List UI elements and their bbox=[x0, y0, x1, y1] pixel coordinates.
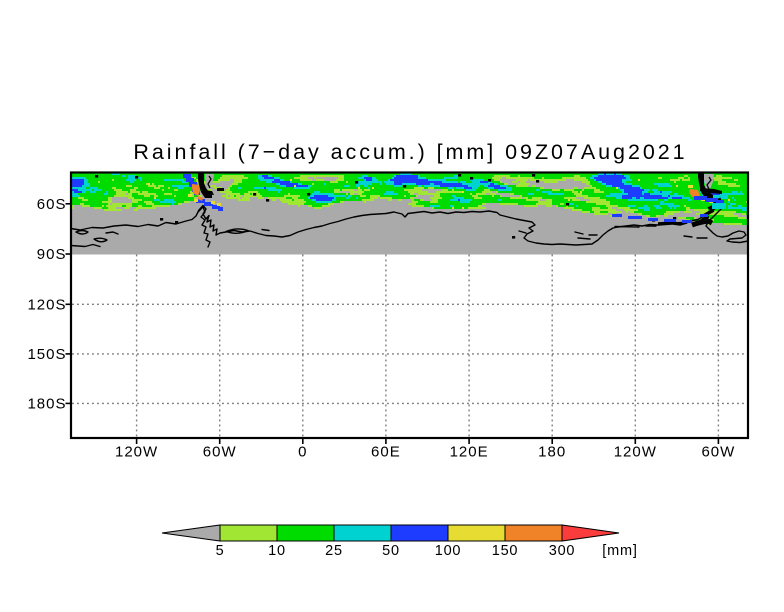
svg-text:[mm]: [mm] bbox=[602, 543, 637, 559]
svg-text:60S: 60S bbox=[37, 196, 67, 213]
svg-text:25: 25 bbox=[325, 543, 343, 559]
svg-text:180: 180 bbox=[538, 444, 566, 461]
svg-text:Rainfall (7−day accum.) [mm] 0: Rainfall (7−day accum.) [mm] 09Z07Aug202… bbox=[133, 140, 687, 164]
svg-text:150S: 150S bbox=[27, 346, 66, 363]
svg-text:0: 0 bbox=[298, 444, 307, 461]
svg-text:150: 150 bbox=[492, 543, 519, 559]
svg-text:60E: 60E bbox=[371, 444, 401, 461]
svg-text:60W: 60W bbox=[701, 444, 735, 461]
svg-text:120E: 120E bbox=[450, 444, 489, 461]
svg-text:5: 5 bbox=[216, 543, 225, 559]
svg-text:90S: 90S bbox=[37, 246, 67, 263]
svg-text:180S: 180S bbox=[27, 395, 66, 412]
svg-text:60W: 60W bbox=[203, 444, 237, 461]
svg-text:120W: 120W bbox=[115, 444, 158, 461]
svg-text:300: 300 bbox=[549, 543, 576, 559]
svg-text:10: 10 bbox=[268, 543, 286, 559]
svg-text:100: 100 bbox=[435, 543, 462, 559]
svg-text:120S: 120S bbox=[27, 296, 66, 313]
svg-text:50: 50 bbox=[382, 543, 400, 559]
svg-text:120W: 120W bbox=[614, 444, 657, 461]
